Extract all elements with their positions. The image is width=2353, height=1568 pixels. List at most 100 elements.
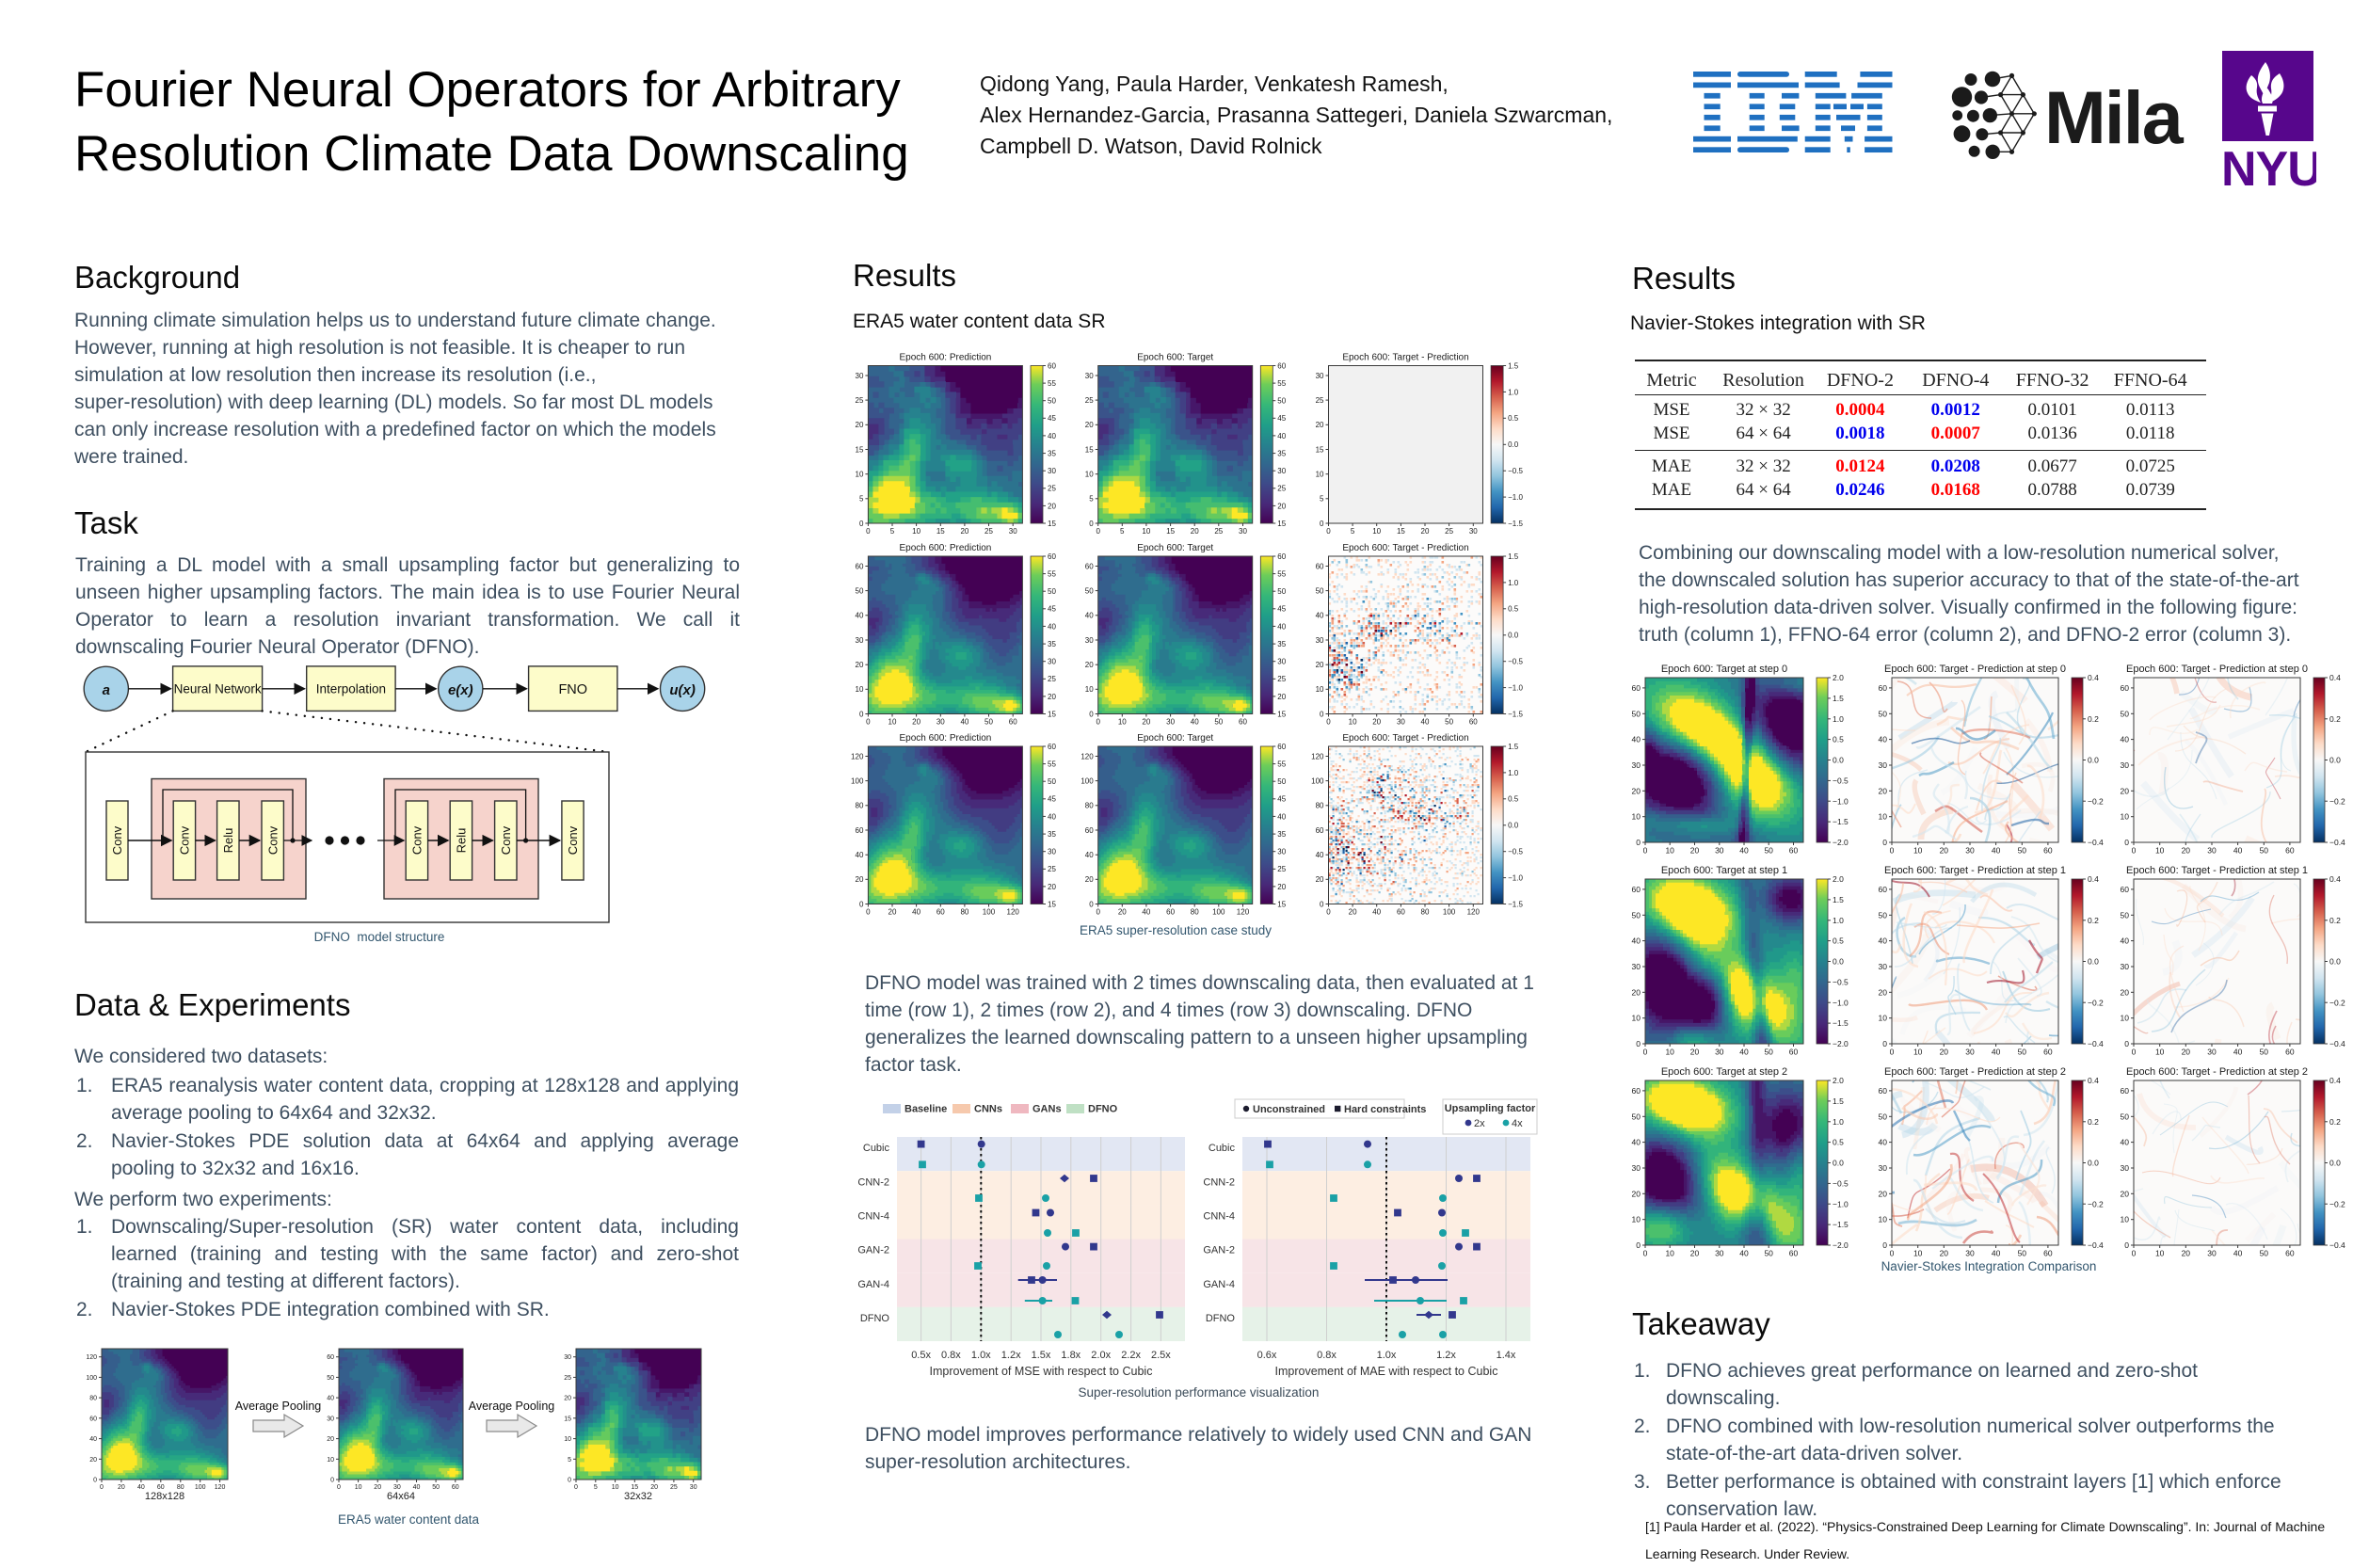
svg-text:5: 5 [1120,527,1125,536]
svg-text:10: 10 [1879,812,1888,822]
svg-text:CNN-2: CNN-2 [1203,1176,1235,1188]
svg-text:60: 60 [1085,826,1094,835]
svg-text:60: 60 [2043,846,2053,856]
svg-text:40: 40 [2121,735,2130,744]
svg-text:30: 30 [690,1484,697,1491]
svg-text:40: 40 [1316,851,1324,859]
svg-text:60: 60 [1048,743,1056,751]
svg-text:0.0: 0.0 [2329,756,2341,765]
svg-text:10: 10 [2121,1215,2130,1224]
svg-text:Baseline: Baseline [904,1104,947,1115]
svg-text:45: 45 [1277,795,1286,804]
svg-text:10: 10 [1665,1249,1674,1258]
svg-text:40: 40 [1316,612,1324,620]
svg-text:30: 30 [1715,1249,1724,1258]
svg-text:1.0: 1.0 [1508,388,1519,396]
svg-text:35: 35 [1048,449,1056,457]
svg-text:0.2: 0.2 [2088,916,2099,925]
svg-text:40: 40 [1191,718,1199,727]
svg-text:100: 100 [851,777,864,786]
svg-text:25: 25 [1048,675,1056,683]
svg-text:−1.5: −1.5 [1833,1220,1849,1229]
svg-text:0.0: 0.0 [1508,632,1519,640]
svg-text:10: 10 [1913,1249,1923,1258]
svg-text:20: 20 [1690,846,1700,856]
svg-text:30: 30 [936,718,945,727]
svg-text:30: 30 [1277,658,1286,666]
svg-text:2.0: 2.0 [1833,673,1844,682]
svg-text:20: 20 [1085,421,1094,429]
svg-text:−1.0: −1.0 [1508,684,1523,693]
svg-text:1.0x: 1.0x [971,1350,991,1361]
svg-text:60: 60 [89,1416,97,1422]
svg-text:Epoch 600: Target - Prediction: Epoch 600: Target - Prediction [1342,543,1468,553]
svg-text:20: 20 [1632,1189,1641,1198]
svg-text:Unconstrained: Unconstrained [1253,1104,1325,1115]
svg-text:0.0: 0.0 [1833,756,1844,765]
svg-text:30: 30 [855,372,863,380]
svg-text:40: 40 [1277,812,1286,821]
svg-text:20: 20 [1277,502,1286,510]
svg-text:30: 30 [1048,848,1056,856]
svg-text:30: 30 [1632,1163,1641,1173]
svg-text:10: 10 [2155,846,2165,856]
svg-text:40: 40 [1085,612,1094,620]
svg-text:60: 60 [1316,562,1324,570]
svg-text:Conv: Conv [499,825,513,855]
svg-text:15: 15 [1085,445,1094,454]
svg-text:60: 60 [1879,885,1888,894]
svg-text:40: 40 [1277,622,1286,631]
svg-text:20: 20 [1690,1048,1700,1057]
svg-text:Conv: Conv [265,825,280,855]
svg-text:Epoch 600: Prediction: Epoch 600: Prediction [899,543,991,553]
svg-text:20: 20 [1372,718,1381,727]
svg-text:−0.4: −0.4 [2088,1240,2104,1250]
svg-text:0: 0 [2124,1039,2129,1048]
svg-text:50: 50 [1879,709,1888,718]
svg-text:1.0: 1.0 [1833,714,1844,724]
svg-text:20: 20 [1085,661,1094,669]
svg-text:25: 25 [1316,396,1324,405]
svg-text:−0.4: −0.4 [2329,838,2345,847]
svg-text:20: 20 [855,661,863,669]
svg-text:20: 20 [1118,908,1127,917]
svg-text:30: 30 [1879,1163,1888,1173]
svg-text:35: 35 [1277,640,1286,648]
svg-text:35: 35 [1277,449,1286,457]
svg-text:10: 10 [1879,1215,1888,1224]
svg-text:50: 50 [1214,718,1223,727]
svg-text:60: 60 [1048,361,1056,370]
svg-text:120: 120 [1237,908,1250,917]
svg-text:1.5: 1.5 [1508,552,1519,561]
svg-text:0.8x: 0.8x [1317,1350,1337,1361]
svg-text:−1.0: −1.0 [1833,796,1849,806]
svg-text:25: 25 [1048,485,1056,493]
svg-text:30: 30 [1965,1048,1975,1057]
svg-text:Conv: Conv [566,825,580,855]
svg-text:50: 50 [1277,587,1286,596]
svg-text:30: 30 [1632,760,1641,770]
svg-text:10: 10 [855,685,863,694]
svg-text:Relu: Relu [221,828,235,854]
svg-text:−1.0: −1.0 [1508,493,1523,502]
svg-text:40: 40 [1632,936,1641,946]
svg-text:60: 60 [1879,1086,1888,1096]
svg-text:50: 50 [2018,846,2027,856]
svg-text:30: 30 [327,1416,334,1422]
svg-text:DFNO: DFNO [1088,1104,1118,1115]
svg-text:40: 40 [327,1396,334,1402]
svg-text:60: 60 [1397,908,1405,917]
svg-text:0.8x: 0.8x [941,1350,961,1361]
svg-text:−0.4: −0.4 [2088,838,2104,847]
svg-text:1.4x: 1.4x [1497,1350,1516,1361]
svg-text:50: 50 [1048,587,1056,596]
svg-text:10: 10 [1372,527,1381,536]
svg-text:1.0: 1.0 [1508,579,1519,587]
svg-text:120: 120 [1080,752,1094,760]
svg-text:60: 60 [855,562,863,570]
svg-text:60: 60 [2285,1249,2295,1258]
svg-text:10: 10 [1316,685,1324,694]
svg-text:Conv: Conv [410,825,424,855]
svg-text:−0.5: −0.5 [1508,658,1523,666]
svg-text:20: 20 [1879,987,1888,997]
